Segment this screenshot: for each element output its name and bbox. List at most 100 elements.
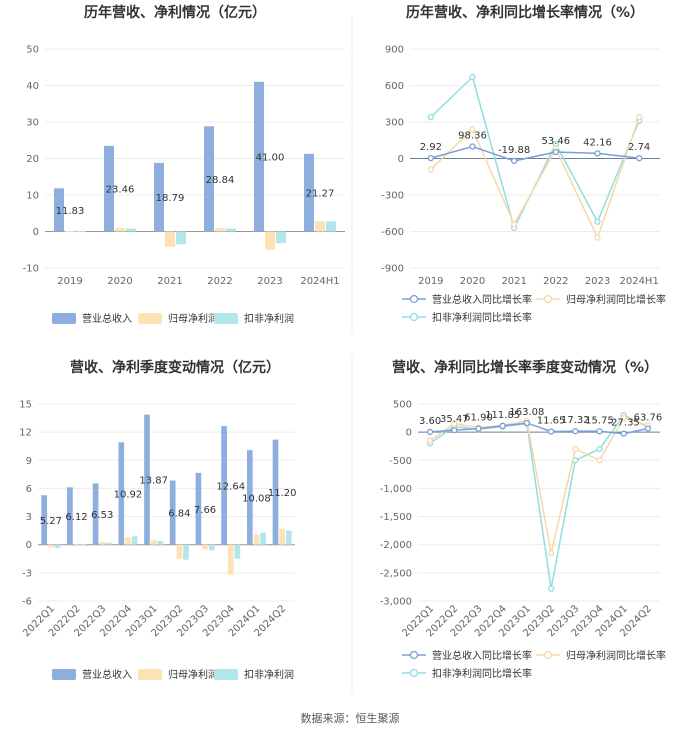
data-label: -27.35	[608, 418, 640, 429]
y-tick-label: 15	[19, 400, 32, 411]
bar-deducted-profit	[183, 544, 189, 560]
series-point-0	[596, 428, 603, 435]
bar-deducted-profit	[208, 544, 215, 551]
bar-deducted-profit	[326, 221, 336, 232]
legend-marker	[409, 294, 419, 304]
bar-net-profit	[150, 540, 157, 545]
y-tick-label: 50	[26, 45, 39, 56]
legend-marker	[543, 650, 553, 660]
data-label: 35.47	[440, 414, 469, 425]
y-tick-label: 0	[406, 428, 412, 439]
bar-net-profit	[265, 231, 275, 250]
y-tick-label: -300	[381, 191, 404, 202]
bar-net-profit	[202, 544, 208, 550]
y-tick-label: 300	[385, 118, 404, 129]
series-point-1	[620, 414, 627, 422]
y-tick-label: 0	[26, 540, 32, 551]
bar-revenue	[118, 442, 125, 545]
x-tick-label: 2020	[460, 276, 485, 287]
legend-label: 营业总收入	[82, 312, 132, 325]
data-label: 10.92	[114, 489, 143, 500]
bar-revenue	[195, 472, 202, 545]
y-tick-label: 0	[33, 227, 39, 238]
bar-deducted-profit	[260, 532, 266, 545]
bar-revenue	[144, 414, 150, 545]
series-point-2	[547, 585, 555, 592]
y-tick-label: -10	[23, 264, 39, 275]
legend-swatch	[138, 669, 162, 680]
series-point-0	[451, 426, 458, 434]
legend-label: 扣非净利润同比增长率	[432, 311, 532, 324]
y-tick-label: -500	[389, 456, 412, 467]
y-tick-label: 20	[26, 154, 39, 165]
legend-label: 营业总收入同比增长率	[432, 649, 532, 662]
bar-revenue	[304, 153, 314, 232]
source-text: 数据来源：恒生聚源	[301, 711, 400, 725]
series-point-0	[426, 428, 434, 436]
y-tick-label: 500	[393, 400, 412, 411]
y-tick-label: -900	[381, 264, 404, 275]
series-point-0	[620, 430, 627, 437]
legend-swatch	[214, 669, 238, 680]
bar-deducted-profit	[234, 544, 241, 559]
data-label: 11.65	[537, 415, 566, 426]
chart-title: 历年营收、净利同比增长率情况（%）	[406, 4, 644, 21]
series-point-2	[427, 113, 434, 121]
series-point-1	[451, 420, 458, 427]
bar-deducted-profit	[106, 542, 112, 545]
chart-title: 营收、净利季度变动情况（亿元）	[70, 359, 280, 376]
series-line-0	[430, 145, 640, 162]
bar-net-profit	[315, 221, 325, 232]
x-tick-label: 2020	[107, 276, 132, 287]
series-point-0	[594, 150, 601, 157]
bar-revenue	[204, 126, 214, 232]
x-tick-label: 2021	[501, 276, 526, 287]
data-label: 163.08	[509, 407, 544, 418]
data-label: 3.60	[419, 416, 441, 427]
x-tick-label: 2022	[543, 276, 568, 287]
series-point-1	[427, 166, 434, 173]
series-point-0	[511, 157, 518, 165]
data-label: 6.53	[91, 510, 113, 521]
series-point-1	[426, 437, 434, 444]
legend-marker	[409, 650, 419, 660]
y-tick-label: -6	[22, 597, 32, 608]
data-label: 7.66	[194, 505, 216, 516]
data-label: 21.27	[306, 189, 335, 200]
data-label: 15.75	[585, 415, 614, 426]
data-label: 61.90	[464, 413, 493, 424]
x-tick-label: 2019	[418, 276, 443, 287]
bar-net-profit	[73, 543, 80, 545]
series-point-2	[596, 445, 603, 453]
series-point-0	[475, 425, 482, 432]
y-tick-label: 9	[26, 456, 32, 467]
y-tick-label: -3	[22, 568, 32, 579]
bar-revenue	[54, 188, 64, 232]
data-label: 6.84	[168, 509, 190, 520]
bar-deducted-profit	[285, 530, 292, 545]
bar-revenue	[221, 426, 227, 545]
series-point-2	[594, 218, 601, 225]
legend-marker	[543, 294, 553, 304]
bar-revenue	[92, 483, 99, 545]
series-point-0	[523, 419, 531, 427]
x-tick-label: 2023	[257, 276, 282, 287]
series-point-0	[636, 155, 643, 162]
bar-revenue	[104, 145, 114, 232]
series-point-1	[636, 113, 643, 121]
data-label: 11.83	[56, 206, 85, 217]
data-label: 18.79	[156, 193, 185, 204]
y-tick-label: -3,000	[380, 597, 412, 608]
bar-net-profit	[115, 227, 125, 232]
bar-deducted-profit	[276, 231, 286, 244]
x-tick-label: 2019	[57, 276, 82, 287]
series-point-2	[469, 73, 476, 81]
series-point-0	[547, 428, 555, 435]
legend-swatch	[52, 669, 76, 680]
bar-deducted-profit	[226, 228, 236, 232]
y-tick-label: 6	[26, 484, 32, 495]
bar-net-profit	[215, 227, 225, 232]
legend-label: 营业总收入同比增长率	[432, 293, 532, 306]
data-label: 42.16	[583, 137, 612, 148]
